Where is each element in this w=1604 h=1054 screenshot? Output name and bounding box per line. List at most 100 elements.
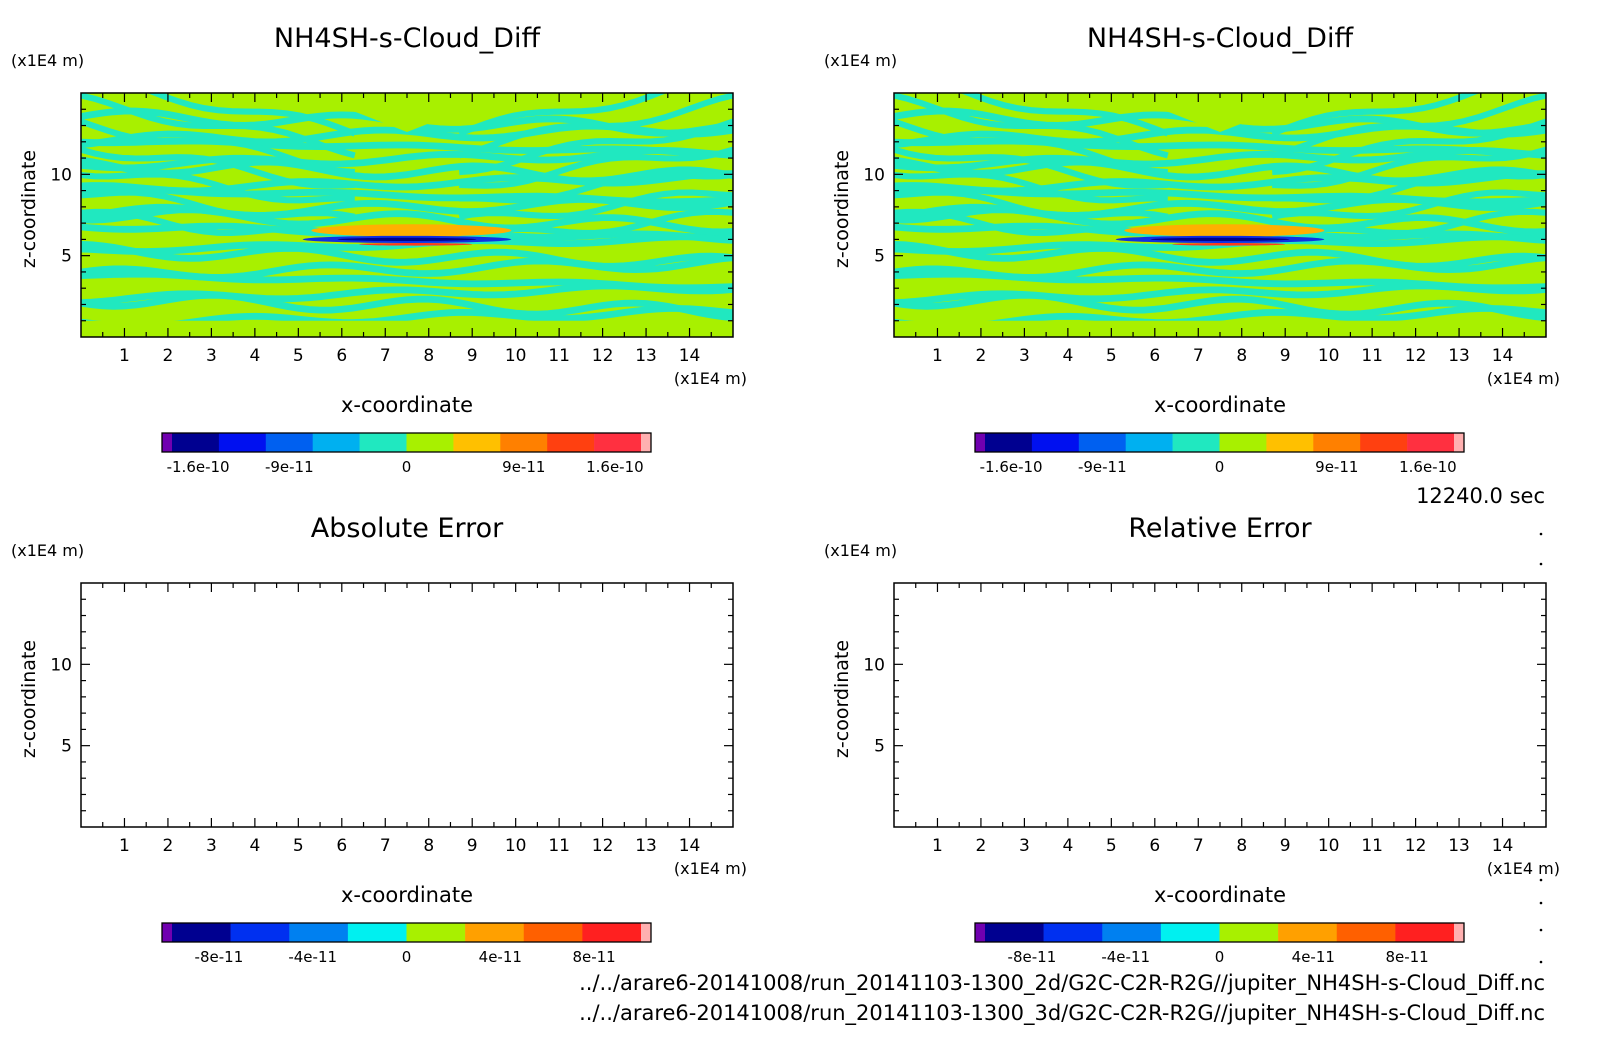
contour-band	[894, 93, 1169, 159]
contour-band	[458, 93, 733, 159]
colorbar-label: 9e-11	[1315, 458, 1358, 476]
x-tick-label: 7	[380, 346, 391, 366]
x-tick-label: 11	[1361, 836, 1383, 856]
colorbar-label: 0	[402, 458, 412, 476]
contour-band	[459, 146, 733, 189]
colorbar-swatch	[1078, 433, 1126, 452]
colorbar: -8e-11 -4e-11 0 4e-11 8e-11	[974, 922, 1465, 966]
y-axis-label: z-coordinate	[18, 640, 40, 758]
x-tick-label: 10	[505, 346, 527, 366]
x-tick-label: 5	[293, 346, 304, 366]
colorbar: -8e-11 -4e-11 0 4e-11 8e-11	[161, 922, 652, 966]
x-tick-label: 3	[1019, 836, 1030, 856]
positive-anomaly	[311, 224, 512, 237]
colorbar-frame	[974, 922, 1465, 943]
colorbar-label: 0	[402, 948, 412, 966]
field-gap	[894, 320, 1546, 337]
x-tick-label: 8	[423, 836, 434, 856]
x-tick-label: 5	[1106, 836, 1117, 856]
x-tick-label: 4	[249, 836, 260, 856]
colorbar-label: -4e-11	[1101, 948, 1150, 966]
colorbar-swatch	[975, 923, 986, 942]
x-tick-label: 10	[505, 836, 527, 856]
x-tick-label: 3	[206, 346, 217, 366]
colorbar-swatch	[547, 433, 595, 452]
negative-core	[337, 237, 477, 242]
colorbar-swatch	[1454, 923, 1465, 942]
x-axis-label: x-coordinate	[341, 393, 473, 417]
colorbar-frame	[161, 432, 652, 453]
contour-band	[1271, 93, 1546, 159]
contour-band	[894, 171, 1168, 204]
colorbar-swatch	[1278, 923, 1338, 942]
colorbar-swatch	[347, 923, 407, 942]
colorbar-label: -9e-11	[265, 458, 314, 476]
panel-title: Relative Error	[1128, 513, 1312, 544]
file-path-3d: ../../arare6-20141008/run_20141103-1300_…	[579, 1001, 1545, 1026]
x-tick-label: 8	[1236, 346, 1247, 366]
x-tick-label: 3	[206, 836, 217, 856]
colorbar-swatch	[582, 923, 642, 942]
colorbar-swatch	[406, 433, 454, 452]
colorbar-swatch	[465, 923, 525, 942]
y-tick-label: 10	[50, 655, 72, 675]
x-tick-label: 12	[1405, 346, 1427, 366]
y-tick-label: 10	[50, 165, 72, 185]
x-tick-label: 13	[1448, 836, 1470, 856]
colorbar-swatch	[1360, 433, 1408, 452]
x-tick-label: 1	[932, 346, 943, 366]
x-axis-label: x-coordinate	[341, 883, 473, 907]
contour-band	[81, 170, 733, 195]
colorbar-swatch	[1102, 923, 1162, 942]
colorbar-label: 4e-11	[479, 948, 522, 966]
colorbar-label: -1.6e-10	[167, 458, 230, 476]
contour-band	[81, 171, 355, 204]
colorbar-swatch	[406, 923, 466, 942]
colorbar-swatch	[1172, 433, 1220, 452]
colorbar-label: -9e-11	[1078, 458, 1127, 476]
colorbar-swatch	[985, 433, 1033, 452]
panel-1: 1 2 3 4 5 6 7 8 9 10 11 12 13 14510NH4SH-s-Cloud_Diff…	[11, 23, 747, 476]
colorbar: -1.6e-10 -9e-11 0 9e-11 1.6e-10	[974, 432, 1465, 476]
contour-band	[81, 241, 733, 270]
x-tick-label: 6	[336, 836, 347, 856]
colorbar-swatch	[1336, 923, 1396, 942]
contour-band	[1271, 118, 1546, 176]
x-unit-label: (x1E4 m)	[674, 369, 747, 388]
field-gap	[81, 320, 733, 337]
colorbar: -1.6e-10 -9e-11 0 9e-11 1.6e-10	[161, 432, 652, 476]
contour-band	[894, 118, 1169, 176]
colorbar-label: 0	[1215, 948, 1225, 966]
x-tick-label: 11	[1361, 346, 1383, 366]
x-tick-label: 7	[1193, 346, 1204, 366]
x-tick-label: 1	[119, 836, 130, 856]
y-axis-label: z-coordinate	[831, 640, 853, 758]
x-tick-label: 1	[119, 346, 130, 366]
contour-band	[894, 189, 1169, 220]
colorbar-swatch	[1043, 923, 1103, 942]
x-tick-label: 9	[1280, 346, 1291, 366]
y-tick-label: 10	[863, 165, 885, 185]
x-tick-label: 13	[1448, 346, 1470, 366]
contour-band	[81, 254, 733, 281]
x-tick-label: 13	[635, 346, 657, 366]
x-tick-label: 2	[976, 346, 987, 366]
field-gap	[1120, 93, 1320, 132]
contour-band	[894, 254, 1546, 281]
colorbar-swatch	[359, 433, 407, 452]
colorbar-swatch	[641, 433, 652, 452]
colorbar-label: 4e-11	[1292, 948, 1335, 966]
y-unit-label: (x1E4 m)	[824, 51, 897, 70]
contour-band	[1271, 189, 1546, 220]
colorbar-swatch	[1454, 433, 1465, 452]
positive-core	[359, 242, 473, 246]
contour-band	[81, 146, 355, 189]
colorbar-swatch	[1160, 923, 1220, 942]
colorbar-label: 9e-11	[502, 458, 545, 476]
panel-title: Absolute Error	[311, 513, 504, 544]
contour-band	[459, 171, 733, 204]
colorbar-frame	[161, 922, 652, 943]
colorbar-swatch	[289, 923, 349, 942]
negative-core	[1150, 237, 1290, 242]
